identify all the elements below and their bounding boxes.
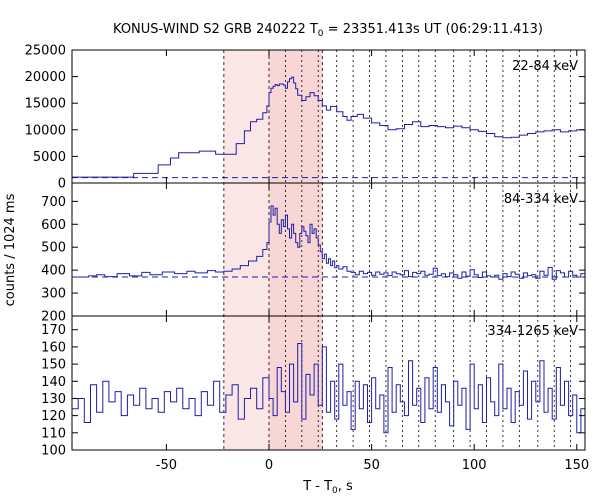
y-tick-label: 5000: [33, 150, 66, 165]
panel-frame: [71, 315, 586, 451]
x-tick-label: 50: [363, 458, 380, 473]
y-tick-label: 130: [41, 392, 66, 407]
panel-frames: [71, 49, 586, 451]
y-tick-label: 150: [41, 358, 66, 373]
series-line: [72, 76, 586, 178]
axis-ticks: 0500010000150002000025000200300400500600…: [25, 44, 590, 474]
y-tick-label: 160: [41, 340, 66, 355]
x-tick-label: 150: [564, 458, 589, 473]
y-axis-label: counts / 1024 ms: [3, 193, 18, 306]
band-label-high: 334-1265 keV: [487, 324, 578, 339]
y-tick-label: 110: [41, 426, 66, 441]
y-tick-label: 400: [41, 264, 66, 279]
y-tick-label: 500: [41, 241, 66, 256]
y-tick-label: 120: [41, 409, 66, 424]
band-label-low: 22-84 keV: [512, 59, 578, 74]
light-curves: [72, 76, 586, 434]
band-label-mid: 84-334 keV: [504, 192, 578, 207]
y-tick-label: 25000: [25, 44, 66, 59]
x-tick-label: 0: [265, 458, 273, 473]
y-tick-label: 140: [41, 375, 66, 390]
interval-lines: [223, 50, 572, 450]
y-tick-label: 10000: [25, 123, 66, 138]
series-line: [72, 205, 586, 280]
y-tick-label: 200: [41, 310, 66, 325]
y-tick-label: 0: [58, 177, 66, 192]
shading-inner: [268, 50, 323, 450]
series-line: [72, 343, 586, 434]
x-axis-label: T - T0, s: [302, 479, 353, 496]
y-tick-label: 15000: [25, 97, 66, 112]
chart-title: KONUS-WIND S2 GRB 240222 T0 = 23351.413s…: [113, 22, 543, 39]
y-tick-label: 300: [41, 287, 66, 302]
y-tick-label: 100: [41, 444, 66, 459]
x-tick-label: 100: [462, 458, 487, 473]
y-tick-label: 600: [41, 218, 66, 233]
highlight-shading: [223, 50, 323, 450]
y-tick-label: 20000: [25, 70, 66, 85]
y-tick-label: 700: [41, 195, 66, 210]
x-tick-label: -50: [156, 458, 177, 473]
y-tick-label: 170: [41, 323, 66, 338]
panel-frame: [71, 49, 586, 184]
